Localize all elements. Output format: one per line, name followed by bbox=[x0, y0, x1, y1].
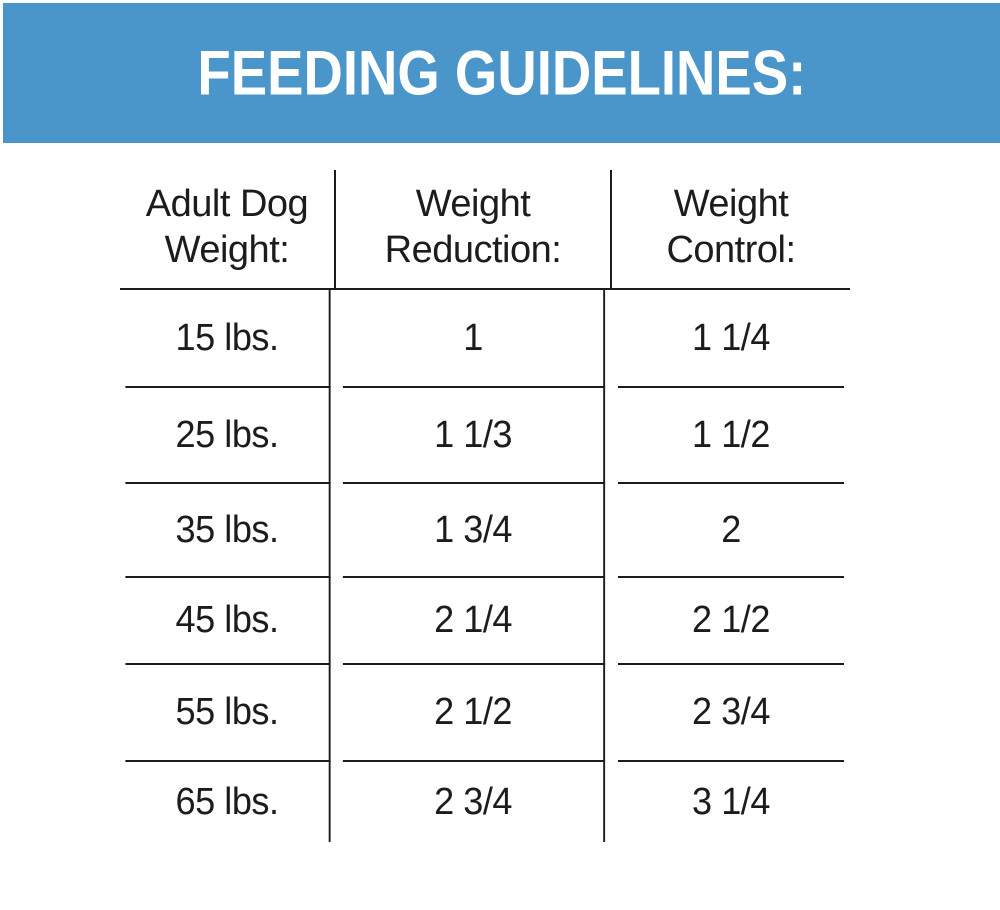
column-header-adult-dog-weight: Adult Dog Weight: bbox=[120, 170, 336, 290]
feeding-table: Adult Dog Weight: Weight Reduction: Weig… bbox=[120, 170, 850, 842]
table-cell-reduction: 1 bbox=[342, 290, 606, 388]
column-header-weight-reduction: Weight Reduction: bbox=[336, 170, 612, 290]
table-cell-control: 1 1/4 bbox=[617, 290, 845, 388]
table-cell-reduction: 1 1/3 bbox=[342, 388, 606, 484]
table-cell-weight: 35 lbs. bbox=[125, 484, 331, 578]
table-cell-weight: 55 lbs. bbox=[125, 665, 331, 762]
table-cell-control: 1 1/2 bbox=[617, 388, 845, 484]
table-cell-reduction: 2 1/4 bbox=[342, 578, 606, 665]
table-cell-weight: 45 lbs. bbox=[125, 578, 331, 665]
page-title: FEEDING GUIDELINES: bbox=[197, 37, 806, 109]
table-cell-weight: 25 lbs. bbox=[125, 388, 331, 484]
table-cell-reduction: 2 3/4 bbox=[343, 762, 606, 842]
table-cell-weight: 65 lbs. bbox=[125, 762, 331, 842]
table-cell-reduction: 2 1/2 bbox=[342, 665, 606, 762]
table-cell-control: 2 bbox=[617, 484, 845, 578]
title-banner: FEEDING GUIDELINES: bbox=[3, 3, 1000, 143]
table-cell-control: 2 1/2 bbox=[617, 578, 845, 665]
table-cell-weight: 15 lbs. bbox=[125, 290, 331, 388]
column-header-weight-control: Weight Control: bbox=[612, 170, 850, 290]
table-cell-reduction: 1 3/4 bbox=[342, 484, 606, 578]
table-cell-control: 2 3/4 bbox=[617, 665, 845, 762]
table-cell-control: 3 1/4 bbox=[692, 780, 770, 823]
